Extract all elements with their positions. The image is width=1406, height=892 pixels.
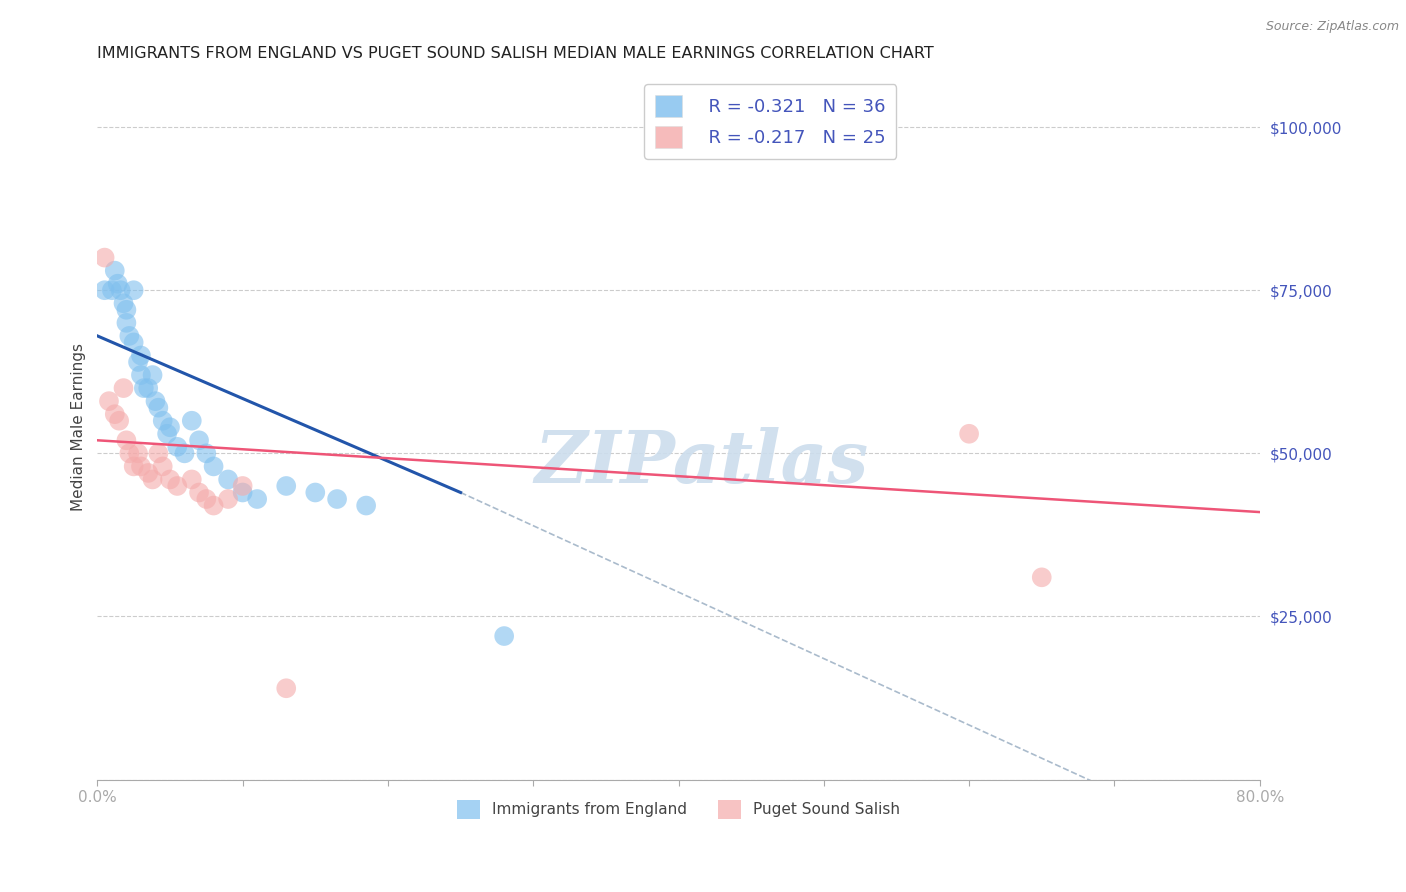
Point xyxy=(93,251,115,265)
Point xyxy=(129,349,152,363)
Point xyxy=(122,459,145,474)
Point xyxy=(232,479,254,493)
Point xyxy=(129,368,152,382)
Point xyxy=(232,485,254,500)
Point xyxy=(494,629,516,643)
Point xyxy=(142,472,165,486)
Point xyxy=(110,283,132,297)
Point xyxy=(195,446,218,460)
Point xyxy=(132,381,155,395)
Point xyxy=(156,426,179,441)
Point xyxy=(217,491,239,506)
Point xyxy=(118,329,141,343)
Point xyxy=(246,491,269,506)
Point xyxy=(122,335,145,350)
Text: Source: ZipAtlas.com: Source: ZipAtlas.com xyxy=(1265,20,1399,33)
Legend: Immigrants from England, Puget Sound Salish: Immigrants from England, Puget Sound Sal… xyxy=(451,794,905,825)
Point xyxy=(127,355,149,369)
Point xyxy=(142,368,165,382)
Point xyxy=(159,420,181,434)
Point xyxy=(148,401,170,415)
Point xyxy=(173,446,195,460)
Point xyxy=(104,263,127,277)
Point xyxy=(112,296,135,310)
Point xyxy=(108,414,131,428)
Point xyxy=(180,472,202,486)
Point xyxy=(127,446,149,460)
Point xyxy=(304,485,326,500)
Point xyxy=(101,283,124,297)
Point xyxy=(188,434,211,448)
Point xyxy=(188,485,211,500)
Point xyxy=(145,394,167,409)
Point xyxy=(115,302,138,317)
Point xyxy=(98,394,121,409)
Y-axis label: Median Male Earnings: Median Male Earnings xyxy=(72,343,86,511)
Point xyxy=(326,491,349,506)
Point xyxy=(166,440,188,454)
Point xyxy=(148,446,170,460)
Point xyxy=(122,283,145,297)
Point xyxy=(115,434,138,448)
Point xyxy=(202,499,225,513)
Point xyxy=(136,466,159,480)
Point xyxy=(129,459,152,474)
Point xyxy=(107,277,129,291)
Point xyxy=(354,499,377,513)
Point xyxy=(180,414,202,428)
Point xyxy=(115,316,138,330)
Point xyxy=(276,681,298,696)
Text: ZIPatlas: ZIPatlas xyxy=(534,427,869,498)
Point xyxy=(276,479,298,493)
Text: IMMIGRANTS FROM ENGLAND VS PUGET SOUND SALISH MEDIAN MALE EARNINGS CORRELATION C: IMMIGRANTS FROM ENGLAND VS PUGET SOUND S… xyxy=(97,46,934,62)
Point xyxy=(152,414,174,428)
Point xyxy=(136,381,159,395)
Point xyxy=(152,459,174,474)
Point xyxy=(104,407,127,421)
Point xyxy=(217,472,239,486)
Point xyxy=(112,381,135,395)
Point xyxy=(195,491,218,506)
Point xyxy=(93,283,115,297)
Point xyxy=(118,446,141,460)
Point xyxy=(957,426,980,441)
Point xyxy=(159,472,181,486)
Point xyxy=(1031,570,1053,584)
Point xyxy=(166,479,188,493)
Point xyxy=(202,459,225,474)
